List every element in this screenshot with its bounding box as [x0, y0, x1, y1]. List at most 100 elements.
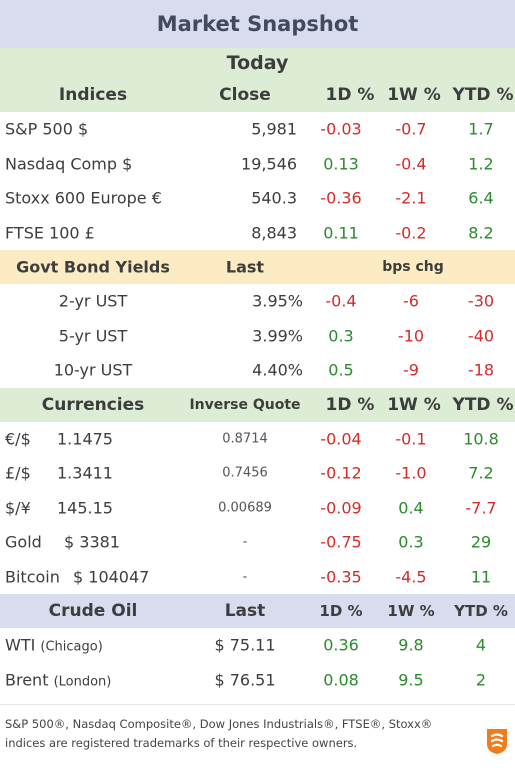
oil-header-1d: 1D %: [319, 602, 363, 620]
table-row: 2-yr UST 3.95% -0.4 -6 -30: [0, 284, 515, 319]
row-name: FTSE 100 £: [5, 223, 95, 243]
oil-table: WTI (Chicago) $ 75.11 0.36 9.8 4 Brent (…: [0, 628, 515, 697]
row-ytd: 7.2: [468, 463, 494, 483]
currencies-header-row: Currencies Inverse Quote 1D % 1W % YTD %: [0, 387, 515, 422]
row-close: 540.3: [251, 188, 297, 208]
trademark-note: S&P 500®, Nasdaq Composite®, Dow Jones I…: [5, 715, 465, 753]
indices-header-1d: 1D %: [325, 85, 375, 105]
bonds-header-chg: bps chg: [382, 259, 444, 275]
bonds-table: 2-yr UST 3.95% -0.4 -6 -30 5-yr UST 3.99…: [0, 284, 515, 388]
indices-header-name: Indices: [58, 85, 128, 105]
row-1d: 0.11: [323, 223, 359, 243]
indices-header-ytd: YTD %: [452, 85, 514, 105]
indices-header-close: Close: [219, 85, 271, 105]
table-row: €/$ 1.1475 0.8714 -0.04 -0.1 10.8: [0, 422, 515, 457]
row-1w: -4.5: [395, 567, 427, 587]
row-ytd: 2: [475, 670, 487, 690]
currencies-table: €/$ 1.1475 0.8714 -0.04 -0.1 10.8 £/$ 1.…: [0, 422, 515, 595]
indices-header-block: Today Indices Close 1D % 1W % YTD %: [0, 48, 515, 112]
row-ytd: -30: [467, 291, 495, 311]
row-name-group: WTI (Chicago): [5, 636, 103, 655]
currencies-header-name: Currencies: [41, 394, 145, 415]
row-1w: 0.3: [398, 532, 424, 552]
row-ytd: -18: [467, 360, 495, 380]
indices-header-row: Indices Close 1D % 1W % YTD %: [0, 78, 515, 112]
row-1d: 0.5: [328, 360, 354, 380]
row-value: $ 3381: [64, 532, 120, 552]
row-inverse: 0.7456: [222, 465, 268, 481]
row-1w: -10: [397, 326, 425, 346]
oil-header-last: Last: [224, 601, 266, 621]
bonds-header-name: Govt Bond Yields: [16, 257, 170, 277]
row-name: Stoxx 600 Europe €: [5, 188, 162, 208]
row-1d: 0.13: [323, 154, 359, 174]
row-name: Nasdaq Comp $: [5, 154, 133, 174]
row-ytd: 1.2: [468, 154, 494, 174]
oil-header-1w: 1W %: [387, 602, 435, 620]
row-1w: -0.1: [395, 429, 427, 449]
row-ytd: -7.7: [465, 498, 497, 518]
row-place: (London): [53, 674, 112, 690]
row-1w: 9.8: [398, 635, 424, 655]
trademark-line-2: indices are registered trademarks of the…: [5, 736, 358, 750]
row-name-group: Brent (London): [5, 670, 111, 689]
row-last: $ 76.51: [214, 670, 276, 690]
trademark-line-1: S&P 500®, Nasdaq Composite®, Dow Jones I…: [5, 717, 433, 731]
currencies-header-ytd: YTD %: [452, 394, 514, 415]
row-ytd: 10.8: [463, 429, 499, 449]
bonds-header-last: Last: [225, 257, 265, 277]
row-inverse: -: [242, 534, 248, 550]
today-label: Today: [226, 52, 289, 74]
row-place: (Chicago): [40, 639, 103, 655]
indices-table: S&P 500 $ 5,981 -0.03 -0.7 1.7 Nasdaq Co…: [0, 112, 515, 250]
table-row: Bitcoin $ 104047 - -0.35 -4.5 11: [0, 560, 515, 595]
row-name: Gold: [5, 532, 42, 552]
row-1w: 9.5: [398, 670, 424, 690]
row-name: S&P 500 $: [5, 119, 89, 139]
row-1d: -0.12: [320, 463, 362, 483]
oil-header-name: Crude Oil: [48, 601, 138, 621]
row-1d: 0.3: [328, 326, 354, 346]
row-name: Bitcoin: [5, 567, 60, 587]
row-1w: -9: [403, 360, 419, 380]
row-1d: -0.35: [320, 567, 362, 587]
table-row: £/$ 1.3411 0.7456 -0.12 -1.0 7.2: [0, 456, 515, 491]
row-1d: 0.36: [323, 635, 359, 655]
currencies-header-inverse: Inverse Quote: [189, 396, 301, 413]
bonds-header-row: Govt Bond Yields Last bps chg: [0, 250, 515, 284]
row-1w: -0.7: [395, 119, 427, 139]
row-last: 3.95%: [252, 291, 303, 311]
row-name: $/¥: [5, 498, 31, 518]
oil-header-ytd: YTD %: [454, 602, 508, 620]
oil-header-row: Crude Oil Last 1D % 1W % YTD %: [0, 594, 515, 628]
table-row: 5-yr UST 3.99% 0.3 -10 -40: [0, 319, 515, 354]
row-name: 2-yr UST: [58, 291, 128, 311]
row-1w: 0.4: [398, 498, 424, 518]
row-1d: -0.75: [320, 532, 362, 552]
currencies-header-1d: 1D %: [325, 394, 375, 415]
row-last: 4.40%: [252, 360, 303, 380]
row-value: 145.15: [57, 498, 113, 518]
row-close: 19,546: [241, 154, 297, 174]
table-row: FTSE 100 £ 8,843 0.11 -0.2 8.2: [0, 216, 515, 251]
table-row: S&P 500 $ 5,981 -0.03 -0.7 1.7: [0, 112, 515, 147]
row-ytd: 8.2: [468, 223, 494, 243]
row-name: WTI: [5, 635, 36, 655]
table-row: Nasdaq Comp $ 19,546 0.13 -0.4 1.2: [0, 147, 515, 182]
row-name: 10-yr UST: [53, 360, 133, 380]
row-name: €/$: [5, 429, 31, 449]
table-row: Brent (London) $ 76.51 0.08 9.5 2: [0, 663, 515, 698]
row-ytd: 29: [470, 532, 492, 552]
row-ytd: 11: [470, 567, 492, 587]
row-close: 5,981: [251, 119, 297, 139]
indices-header-1w: 1W %: [387, 85, 441, 105]
row-name: Brent: [5, 670, 49, 690]
row-inverse: -: [242, 569, 248, 585]
row-ytd: -40: [467, 326, 495, 346]
row-ytd: 4: [475, 635, 487, 655]
row-1w: -1.0: [395, 463, 427, 483]
currencies-header-1w: 1W %: [387, 394, 441, 415]
row-ytd: 6.4: [468, 188, 494, 208]
row-1w: -0.4: [395, 154, 427, 174]
row-close: 8,843: [251, 223, 297, 243]
